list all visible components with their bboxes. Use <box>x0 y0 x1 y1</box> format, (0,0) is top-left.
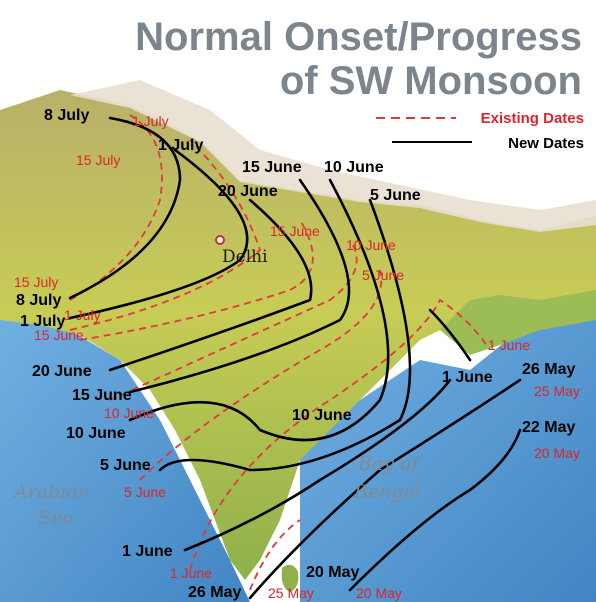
new-date-label: 15 June <box>72 387 132 404</box>
existing-line-1-june <box>189 298 491 571</box>
existing-date-label: 10 June <box>346 237 396 253</box>
new-line-20-june <box>108 198 313 372</box>
new-line-1-june <box>183 378 452 552</box>
new-date-label: 15 June <box>242 159 302 176</box>
new-date-label: 20 June <box>218 183 278 200</box>
existing-date-label: 25 May <box>534 383 580 399</box>
map-title-line-1: Normal Onset/Progress <box>135 15 582 59</box>
existing-date-label: 20 May <box>356 585 402 601</box>
existing-date-label: 15 July <box>14 274 58 290</box>
new-line-east-1-july <box>428 308 472 362</box>
arabian-sea <box>0 300 250 602</box>
new-date-label: 22 May <box>522 419 575 436</box>
sea-label-arabian-1: Arabian <box>12 481 90 503</box>
legend-existing-label: Existing Dates <box>481 110 584 127</box>
new-date-label: 1 July <box>158 137 203 154</box>
new-line-22-may <box>348 428 522 592</box>
existing-date-label: 1 July <box>132 113 169 129</box>
new-date-label: 8 July <box>16 292 61 309</box>
new-dates-lines <box>68 116 522 600</box>
new-date-label: 10 June <box>324 159 384 176</box>
existing-date-label: 15 June <box>270 223 320 239</box>
himalaya-region <box>70 80 596 232</box>
existing-date-label: 10 June <box>104 405 154 421</box>
new-date-label: 20 June <box>32 363 92 380</box>
existing-line-15-june <box>79 219 314 341</box>
new-date-label: 10 June <box>66 425 126 442</box>
new-line-15-june <box>128 178 351 394</box>
existing-line-15-july <box>69 114 163 301</box>
legend-new-label: New Dates <box>508 135 584 152</box>
existing-dates-lines <box>69 114 491 591</box>
new-date-label: 8 July <box>44 107 89 124</box>
new-date-label: 10 June <box>292 407 352 424</box>
new-date-label: 1 June <box>122 543 173 560</box>
new-date-label: 5 June <box>100 457 151 474</box>
existing-date-label: 25 May <box>268 585 314 601</box>
new-date-label: 26 May <box>522 361 575 378</box>
new-line-5-june <box>158 198 412 472</box>
sea-label-bengal-1: Bay of <box>357 453 422 475</box>
new-line-1-july <box>68 148 249 320</box>
existing-date-label: 15 June <box>34 327 84 343</box>
new-date-labels: 8 July 1 July 15 June 20 June 10 June 5 … <box>16 107 575 601</box>
new-line-8-july <box>68 116 182 300</box>
legend: Existing Dates New Dates <box>376 110 584 152</box>
existing-date-label: 1 June <box>170 565 212 581</box>
existing-date-labels: 1 July 15 July 15 June 10 June 5 June 15… <box>14 113 580 601</box>
sri-lanka <box>281 564 299 592</box>
city-label-delhi: Delhi <box>222 247 268 267</box>
new-date-label: 1 July <box>20 313 65 330</box>
sea-label-bengal-2: Bengal <box>353 481 421 503</box>
new-date-label: 1 June <box>442 369 493 386</box>
existing-date-label: 1 June <box>488 337 530 353</box>
existing-line-5-june <box>139 269 383 481</box>
new-line-10-june <box>128 178 390 442</box>
bay-of-bengal <box>300 300 596 602</box>
existing-line-1-july <box>69 139 262 331</box>
existing-date-label: 5 June <box>124 484 166 500</box>
new-date-label: 26 May <box>188 584 241 601</box>
existing-line-25-may <box>249 519 301 591</box>
sea-label-arabian-2: Sea <box>38 507 74 529</box>
new-line-26-may <box>248 378 522 600</box>
map-title-line-2: of SW Monsoon <box>280 59 582 103</box>
east-landmass <box>440 290 596 355</box>
delhi-marker <box>215 235 225 245</box>
existing-date-label: 5 June <box>362 267 404 283</box>
new-date-label: 20 May <box>306 564 359 581</box>
existing-date-label: 15 July <box>76 152 120 168</box>
new-date-label: 5 June <box>370 187 421 204</box>
existing-date-label: 1 July <box>64 307 101 323</box>
existing-date-label: 20 May <box>534 445 580 461</box>
